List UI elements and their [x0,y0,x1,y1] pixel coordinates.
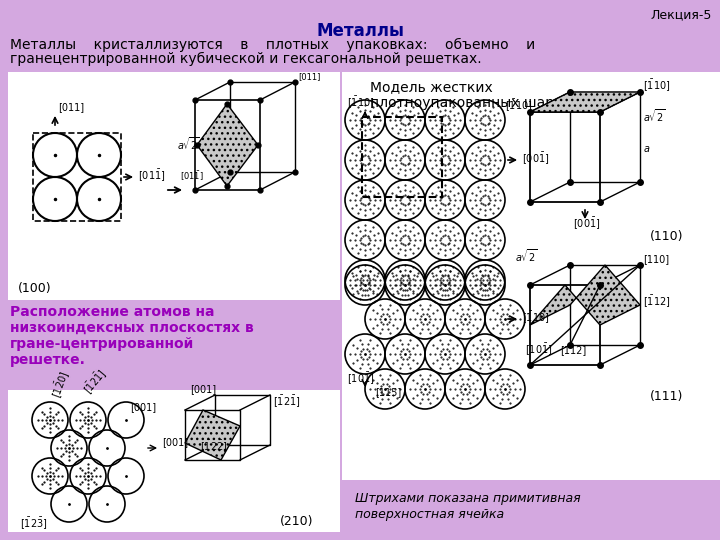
Text: Металлы: Металлы [316,22,404,40]
Text: $a$: $a$ [643,144,650,154]
Bar [342,72,720,480]
Text: [$\bar{1}$2$\bar{1}$]: [$\bar{1}$2$\bar{1}$] [80,366,109,397]
Bar [342,483,720,540]
Text: [$\bar{1}$12]: [$\bar{1}$12] [643,293,670,309]
Text: [1$\bar{2}$0]: [1$\bar{2}$0] [48,369,72,400]
Text: [10$\bar{1}$]: [10$\bar{1}$] [347,370,374,386]
Text: Расположение атомов на: Расположение атомов на [10,305,215,319]
Text: [01$\bar{1}$]: [01$\bar{1}$] [180,170,204,183]
Text: [001]: [001] [130,402,156,412]
Text: [110]: [110] [643,254,669,264]
Text: поверхностная ячейка: поверхностная ячейка [355,508,504,521]
Polygon shape [197,104,258,186]
Text: плотноупакованных шаров: плотноупакованных шаров [370,96,571,110]
Text: [001]: [001] [190,384,216,394]
Text: [$\bar{1}$10]: [$\bar{1}$10] [522,309,549,325]
Text: [10$\bar{1}$]: [10$\bar{1}$] [525,341,552,357]
Text: Модель жестких: Модель жестких [370,80,492,94]
Polygon shape [530,92,640,112]
Text: низкоиндексных плоскостях в: низкоиндексных плоскостях в [10,321,253,335]
Text: [00$\bar{1}$]: [00$\bar{1}$] [573,215,600,231]
Text: [112]: [112] [560,345,586,355]
Bar [362,117,442,197]
Text: $a\sqrt{2}$: $a\sqrt{2}$ [177,136,199,152]
Text: Металлы    кристаллизуются    в    плотных    упаковках:    объемно    и: Металлы кристаллизуются в плотных упаков… [10,38,535,52]
Text: [$\bar{1}$10]: [$\bar{1}$10] [505,97,533,113]
Text: Штрихами показана примитивная: Штрихами показана примитивная [355,492,580,505]
Text: [001]: [001] [162,437,188,447]
Text: [011]: [011] [298,72,320,81]
Text: [$\bar{1}$10]: [$\bar{1}$10] [347,94,374,110]
Text: гранецентрированной кубической и гексагональной решетках.: гранецентрированной кубической и гексаго… [10,52,482,66]
Text: [$\bar{1}$2$\bar{1}$]: [$\bar{1}$2$\bar{1}$] [273,393,300,409]
Text: Лекция-5: Лекция-5 [651,8,712,21]
Bar [8,72,340,300]
Bar [33,133,121,221]
Text: гране-центрированной: гране-центрированной [10,337,194,351]
Text: $a\sqrt{2}$: $a\sqrt{2}$ [643,107,665,124]
Text: решетке.: решетке. [10,353,86,367]
Text: (210): (210) [280,515,313,528]
Text: $a\sqrt{2}$: $a\sqrt{2}$ [515,247,538,264]
Text: [$\bar{1}$10]: [$\bar{1}$10] [643,77,670,93]
Polygon shape [530,265,640,325]
Text: [01$\bar{1}$]: [01$\bar{1}$] [138,167,166,183]
Text: [115]: [115] [375,387,401,397]
Bar [8,390,340,532]
Text: (100): (100) [18,282,52,295]
Text: (110): (110) [650,230,683,243]
Polygon shape [185,410,240,460]
Text: [$\bar{1}$2$\bar{2}$]: [$\bar{1}$2$\bar{2}$] [200,438,228,454]
Text: [00$\bar{1}$]: [00$\bar{1}$] [522,150,549,166]
Text: (111): (111) [650,390,683,403]
Text: [011]: [011] [58,102,84,112]
Text: [$\bar{1}$2$\bar{3}$]: [$\bar{1}$2$\bar{3}$] [20,515,48,531]
